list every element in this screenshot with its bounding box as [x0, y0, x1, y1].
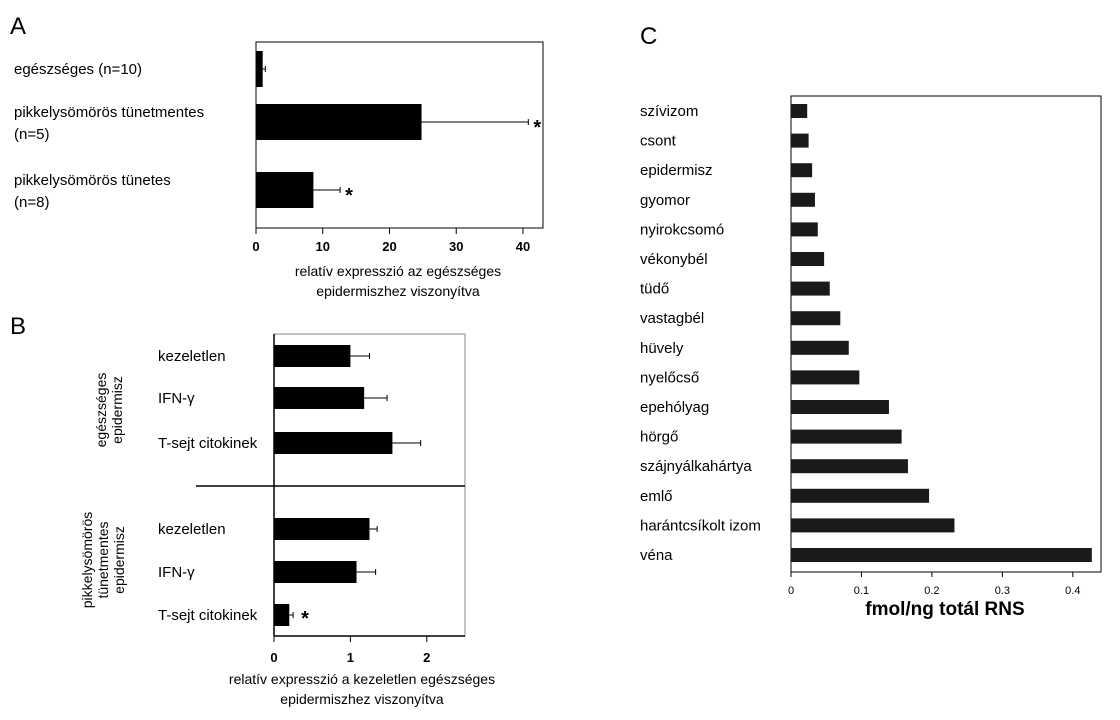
bar: [791, 518, 955, 533]
x-tick-label: 0: [252, 239, 259, 254]
plot-frame: [273, 333, 466, 637]
category-label: (n=8): [14, 194, 49, 211]
bar: [791, 222, 818, 237]
bar: [256, 104, 422, 140]
category-label: csont: [640, 133, 677, 150]
category-label: hüvely: [640, 340, 684, 357]
x-tick-label: 30: [449, 239, 463, 254]
x-axis-title: relatív expresszió az egészséges: [295, 263, 501, 279]
x-tick-label: 0.1: [854, 585, 869, 597]
bar: [791, 488, 930, 503]
x-tick-label: 0.4: [1065, 585, 1080, 597]
category-label: harántcsíkolt izom: [640, 517, 761, 534]
bar: [791, 311, 841, 326]
category-label: vékonybél: [640, 251, 708, 268]
x-tick-label: 0: [270, 650, 277, 665]
bar: [791, 252, 825, 266]
x-axis-title: epidermiszhez viszonyítva: [280, 691, 444, 707]
panel-letter-a: A: [10, 13, 26, 40]
x-tick-label: 0.3: [995, 585, 1010, 597]
category-label: IFN-γ: [158, 390, 195, 407]
panel-letter-b: B: [10, 313, 26, 340]
x-axis-title: fmol/ng totál RNS: [865, 599, 1024, 620]
category-label: epehólyag: [640, 399, 709, 416]
significance-star: *: [345, 185, 353, 207]
bar: [791, 429, 902, 444]
bar: [791, 133, 809, 148]
category-label: nyirokcsomó: [640, 221, 724, 238]
group-label-line: egészséges: [93, 373, 109, 448]
bar: [256, 172, 314, 208]
plot-frame: [790, 95, 1102, 573]
bar: [256, 51, 263, 87]
bar: [274, 345, 351, 367]
bar: [274, 518, 370, 540]
panel-c-chart: szívizom csont epidermisz gyomor nyirokcsomó…: [640, 95, 1102, 620]
group-label: egészségesepidermisz: [93, 373, 125, 448]
panel-b-chart: kezeletlen IFN-γ T-sejt citokinek egészsége…: [79, 333, 495, 707]
x-tick-label: 1: [347, 650, 354, 665]
category-label: hörgő: [640, 429, 678, 446]
category-label: véna: [640, 547, 673, 564]
bar: [791, 400, 889, 414]
bar: [791, 163, 813, 178]
group-label: pikkelysömöröstünetmentesepidermisz: [79, 512, 127, 608]
category-label: emlő: [640, 488, 673, 505]
category-label: kezeletlen: [158, 348, 226, 365]
category-label: T-sejt citokinek: [158, 435, 258, 452]
bar: [274, 604, 290, 626]
category-label: IFN-γ: [158, 564, 195, 581]
x-tick-label: 2: [423, 650, 430, 665]
panel-a-chart: egészséges (n=10) * pikkelysömörös tünetme…: [14, 41, 544, 299]
group-label-line: epidermisz: [109, 376, 125, 444]
group-label-line: pikkelysömörös: [79, 512, 95, 608]
bar: [791, 192, 815, 207]
x-axis-title: epidermiszhez viszonyítva: [316, 283, 480, 299]
bar: [791, 548, 1092, 562]
category-label: pikkelysömörös tünetes: [14, 172, 171, 189]
category-label: pikkelysömörös tünetmentes: [14, 104, 204, 121]
x-axis-title: relatív expresszió a kezeletlen egészség…: [229, 671, 495, 687]
bar: [274, 432, 393, 454]
category-label: vastagbél: [640, 310, 704, 327]
category-label: szívizom: [640, 103, 698, 120]
significance-star: *: [533, 117, 541, 139]
category-label: nyelőcső: [640, 369, 699, 386]
category-label: tüdő: [640, 281, 669, 298]
x-tick-label: 20: [382, 239, 396, 254]
x-tick-label: 40: [516, 239, 530, 254]
bar: [791, 281, 830, 296]
bar: [274, 561, 357, 583]
category-label: kezeletlen: [158, 521, 226, 538]
bar: [791, 340, 849, 355]
category-label: gyomor: [640, 192, 690, 209]
x-tick-label: 0: [788, 585, 794, 597]
bar: [791, 370, 860, 385]
category-label: epidermisz: [640, 162, 713, 179]
x-tick-label: 10: [316, 239, 330, 254]
group-label-line: epidermisz: [111, 526, 127, 594]
category-label: (n=5): [14, 126, 49, 143]
category-label: egészséges (n=10): [14, 61, 142, 78]
category-label: szájnyálkahártya: [640, 458, 752, 475]
category-label: T-sejt citokinek: [158, 607, 258, 624]
bar: [274, 387, 365, 409]
bar: [791, 459, 908, 474]
group-label-line: tünetmentes: [95, 521, 111, 598]
panel-letter-c: C: [640, 23, 657, 50]
x-tick-label: 0.2: [924, 585, 939, 597]
bar: [791, 104, 808, 118]
significance-star: *: [301, 608, 309, 630]
